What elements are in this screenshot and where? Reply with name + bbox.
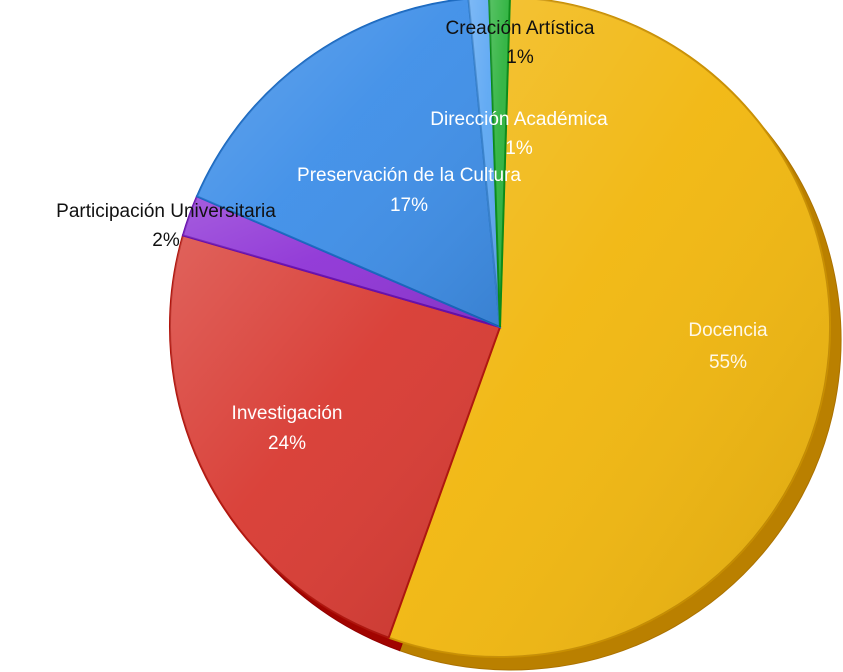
slice-label: Investigación [232,403,343,424]
pie-slice-gloss [196,0,500,327]
slice-label: Creación Artística [446,18,595,39]
slice-value-label: 17% [390,195,428,216]
slice-label: Participación Universitaria [56,201,276,222]
pie-labels: Docencia 55% Investigación 24% Participación… [56,18,768,454]
slice-value-label: 1% [506,47,534,68]
slice-value-label: 24% [268,433,306,454]
pie-slice-gloss [182,196,501,327]
slice-value-label: 1% [505,138,533,159]
pie-slices [169,0,831,658]
pie-slice-gloss [170,235,500,638]
slice-label: Dirección Académica [430,109,608,130]
slice-label: Preservación de la Cultura [297,165,521,186]
pie-slice-gloss [489,0,510,327]
slice-value-label: 2% [152,230,180,251]
slice-value-label: 55% [709,352,747,373]
slice-label: Docencia [688,320,768,341]
pie-slice-gloss [388,0,830,657]
